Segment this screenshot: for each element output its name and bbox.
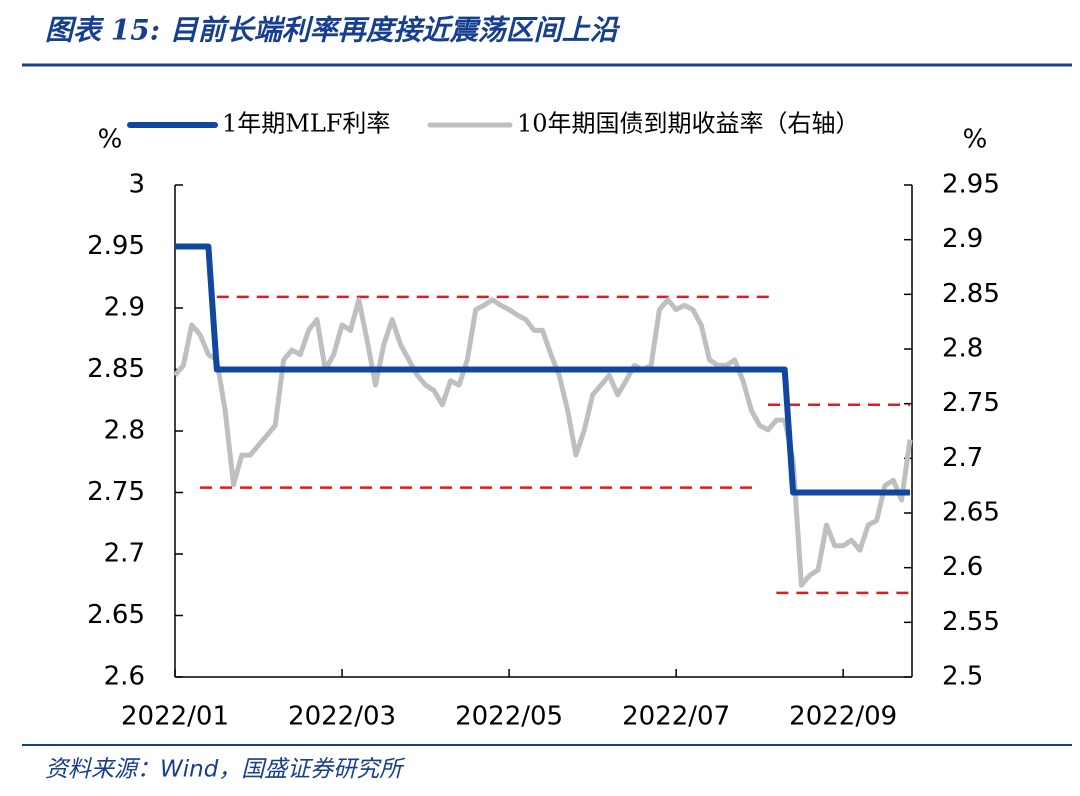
y2-tick-label: 2.85 [942, 279, 1000, 309]
y-tick-label: 2.7 [104, 539, 145, 569]
legend-label: 10年期国债到期收益率（右轴） [517, 110, 860, 138]
y2-tick-label: 2.8 [942, 334, 983, 364]
y2-tick-label: 2.75 [942, 388, 1000, 418]
x-tick-label: 2022/07 [622, 702, 730, 732]
chart-title: 图表 15: 目前长端利率再度接近震荡区间上沿 [45, 14, 621, 47]
y-tick-label: 2.65 [87, 600, 145, 630]
y-tick-label: 3 [128, 170, 145, 200]
y2-tick-label: 2.5 [942, 662, 983, 692]
legend-label: 1年期MLF利率 [222, 110, 390, 138]
series-line [173, 297, 913, 588]
series-line [175, 243, 910, 496]
y-tick-label: 2.6 [104, 662, 145, 692]
y-tick-label: 2.9 [104, 293, 145, 323]
source-note: 资料来源：Wind，国盛证券研究所 [45, 757, 405, 783]
y-tick-label: 2.75 [87, 477, 145, 507]
y2-tick-label: 2.95 [942, 170, 1000, 200]
x-tick-label: 2022/05 [455, 702, 563, 732]
x-tick-label: 2022/09 [789, 702, 897, 732]
y2-tick-label: 2.55 [942, 607, 1000, 637]
x-tick-label: 2022/01 [121, 702, 229, 732]
y-unit: % [98, 125, 123, 155]
y-tick-label: 2.95 [87, 231, 145, 261]
y2-unit: % [963, 125, 988, 155]
y2-tick-label: 2.65 [942, 498, 1000, 528]
y2-tick-label: 2.7 [942, 443, 983, 473]
x-tick-label: 2022/03 [288, 702, 396, 732]
y2-tick-label: 2.9 [942, 224, 983, 254]
y2-tick-label: 2.6 [942, 552, 983, 582]
y-tick-label: 2.8 [104, 416, 145, 446]
y-tick-label: 2.85 [87, 354, 145, 384]
